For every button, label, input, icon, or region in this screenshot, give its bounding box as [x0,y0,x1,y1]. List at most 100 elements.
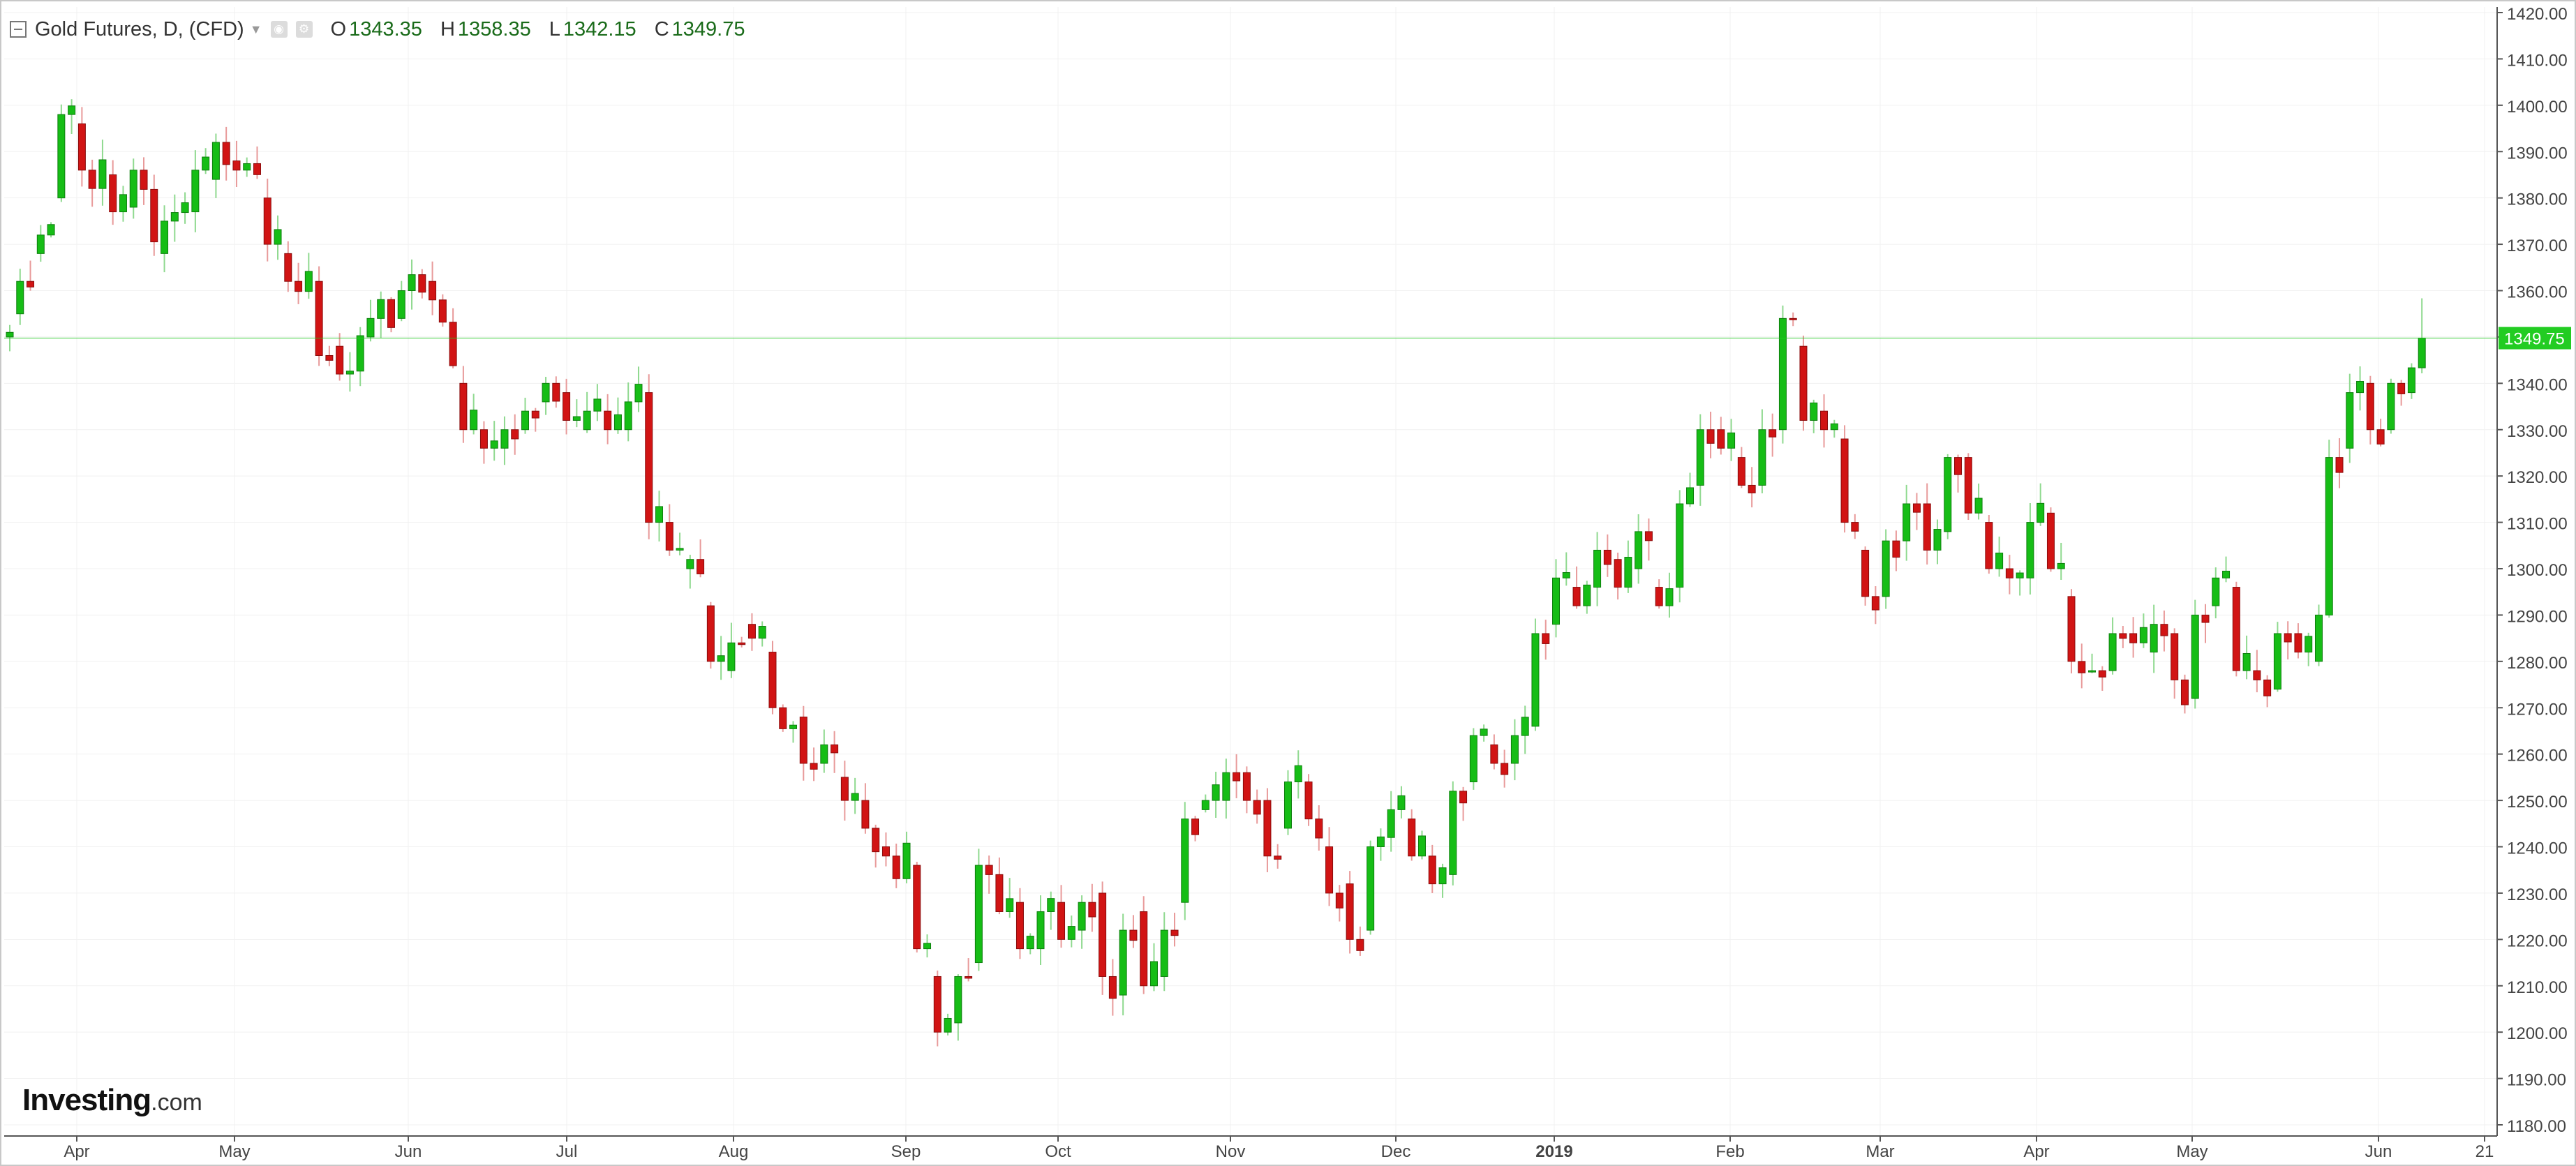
y-tick-label: 1320.00 [2507,468,2568,487]
close-value: 1349.75 [671,17,745,40]
collapse-icon[interactable] [10,21,27,38]
candle-body [2026,522,2034,578]
candle-body [1995,553,2004,569]
candle-body [47,224,55,236]
candle-body [2139,627,2147,643]
candle-body [2180,679,2189,705]
candle-body [1006,898,1014,912]
y-tick-label: 1330.00 [2507,422,2568,441]
candle-body [572,416,581,421]
candle-body [2160,624,2168,636]
candle-body [1047,898,1055,912]
candle-body [295,281,303,292]
candle-body [2171,633,2179,680]
candle-body [2284,633,2292,643]
candle-body [697,559,705,574]
candle-body [2325,457,2333,615]
candle-body [1510,735,1519,764]
candle-body [1026,936,1034,950]
x-tick-label: 21 [2476,1142,2494,1161]
candle-body [1830,423,1838,431]
open-value: 1343.35 [349,17,422,40]
candle-body [1408,819,1416,857]
candle-body [1367,846,1375,931]
y-tick-label: 1380.00 [2507,190,2568,209]
candle-body [820,744,828,764]
candle-body [799,717,807,764]
y-tick-label: 1290.00 [2507,607,2568,626]
candle-body [1552,577,1560,625]
candle-body [1140,911,1148,987]
x-tick-label: Dec [1381,1142,1411,1161]
candle-body [727,642,736,671]
candle-body [284,253,292,282]
candle-body [408,274,416,292]
candle-body [2201,614,2210,623]
candle-body [717,655,725,662]
candle-body [1583,584,1591,606]
y-tick-label: 1340.00 [2507,375,2568,394]
x-tick-label: Apr [2023,1142,2049,1161]
candle-body [933,976,941,1033]
candle-body [583,410,591,431]
candle-body [1067,926,1075,940]
eye-icon[interactable]: ◉ [270,21,288,38]
candle-body [202,156,210,171]
candle-body [531,410,539,419]
candle-body [613,414,622,431]
candle-body [840,777,849,801]
candle-body [222,142,230,165]
candle-body [77,123,86,171]
candle-body [1748,484,1756,493]
candle-body [2314,614,2323,662]
candle-body [1542,633,1550,644]
candle-body [98,159,107,189]
candle-body [563,392,571,421]
candle-body [881,846,890,857]
candle-body [686,559,694,569]
candle-body [1686,487,1695,504]
candle-body [356,335,364,372]
candle-body [1191,819,1200,835]
candle-body [500,429,509,449]
y-tick-label: 1210.00 [2507,978,2568,997]
candle-body [1727,432,1736,449]
candle-body [747,624,756,639]
candle-body [161,221,169,254]
candle-body [2305,636,2313,653]
candle-body [1737,457,1745,486]
x-tick-label: Aug [719,1142,749,1161]
symbol-title[interactable]: Gold Futures, D, (CFD) [35,17,244,40]
candle-body [438,299,447,323]
candle-body [1531,633,1540,727]
x-tick-label: May [2176,1142,2208,1161]
x-tick-label: Oct [1045,1142,1071,1161]
candle-body [181,202,189,214]
candle-body [2078,661,2086,673]
candle-body [68,105,76,115]
candle-body [985,865,993,875]
candle-body [366,317,375,338]
settings-icon[interactable]: ⚙ [295,21,313,38]
candle-body [1108,976,1117,999]
chevron-down-icon[interactable]: ▼ [249,22,262,36]
candle-body [1717,429,1725,449]
candle-body [377,299,385,319]
candle-body [1201,800,1209,810]
y-tick-label: 1280.00 [2507,654,2568,673]
candle-body [861,800,870,829]
logo-brand: Investing [22,1083,151,1117]
close-label: C [654,17,669,40]
candle-body [872,828,880,853]
candle-body [779,707,787,729]
candle-body [1840,438,1849,523]
candle-body [325,354,334,361]
candle-body [1160,929,1168,977]
candle-body [1253,800,1261,815]
candle-body [1490,744,1498,764]
candle-body [2067,596,2076,662]
candle-body [2376,429,2385,444]
low-label: L [549,17,560,40]
candle-body [1635,531,1643,569]
